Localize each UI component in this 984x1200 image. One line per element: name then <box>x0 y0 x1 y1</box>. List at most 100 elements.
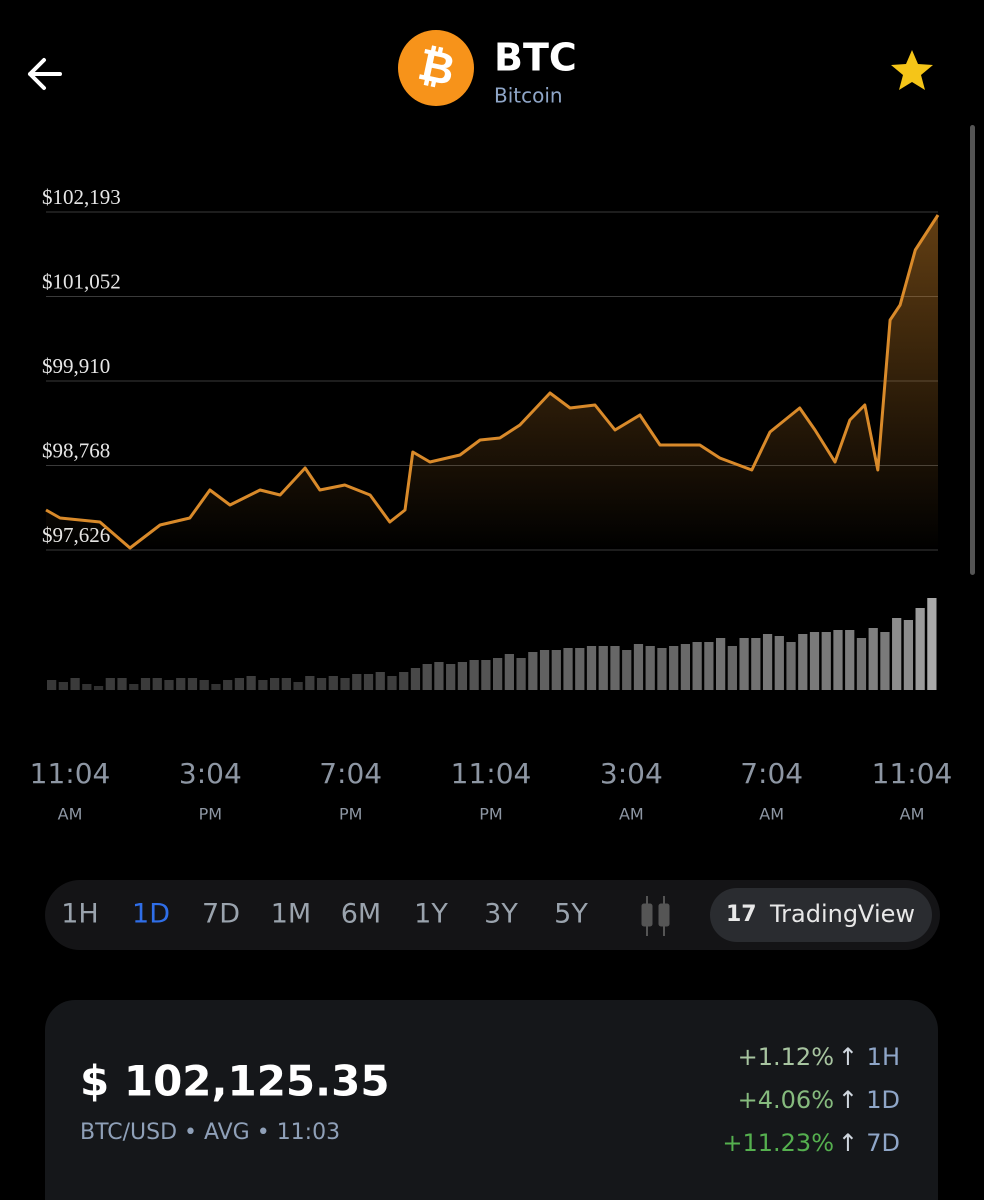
volume-bar <box>727 646 737 690</box>
chart: $97,626$98,768$99,910$101,052$102,19311:… <box>30 185 953 824</box>
volume-bar <box>316 678 327 690</box>
volume-bar <box>786 642 796 690</box>
volume-bar <box>551 650 561 690</box>
volume-bar <box>645 646 655 690</box>
volume-bar <box>258 680 268 690</box>
volume-bar <box>410 668 421 690</box>
candle-toggle[interactable] <box>641 896 670 936</box>
volume-bar <box>422 664 432 690</box>
range-bar <box>45 880 940 950</box>
volume-bar <box>798 634 808 690</box>
range-button[interactable]: 3Y <box>484 899 518 930</box>
volume-bar <box>82 684 92 690</box>
favorite-star[interactable] <box>891 50 933 90</box>
x-tick-period: PM <box>479 805 502 824</box>
volume-bar <box>363 674 374 690</box>
volume-bar <box>903 620 914 690</box>
volume-bar <box>774 636 784 690</box>
tradingview-button[interactable] <box>710 888 932 942</box>
volume-bar <box>598 646 608 690</box>
volume-bar <box>399 672 409 690</box>
range-button[interactable]: 1D <box>132 899 170 930</box>
price-value: $ 102,125.35 <box>80 1057 390 1106</box>
y-tick-label: $102,193 <box>42 185 121 209</box>
volume-bar <box>246 676 256 690</box>
volume-bar <box>692 642 702 690</box>
change-arrow: ↑ <box>838 1043 858 1071</box>
x-tick-period: AM <box>619 805 644 824</box>
volume-bar <box>328 676 338 690</box>
volume-bar <box>716 638 726 690</box>
x-tick-label: 7:04 <box>319 757 382 790</box>
x-tick-period: AM <box>900 805 925 824</box>
volume-bar <box>586 646 597 690</box>
y-tick-label: $101,052 <box>42 269 121 293</box>
range-button[interactable]: 1Y <box>414 899 448 930</box>
volume-bar <box>481 660 491 690</box>
volume-bar <box>340 678 350 690</box>
x-tick-period: PM <box>339 805 362 824</box>
volume-bar <box>293 682 303 690</box>
range-button[interactable]: 5Y <box>554 899 588 930</box>
volume-bar <box>704 642 714 690</box>
range-button[interactable]: 7D <box>202 899 240 930</box>
volume-bar <box>528 652 538 690</box>
volume-bar <box>821 632 831 690</box>
volume-bar <box>751 638 761 690</box>
volume-bar <box>234 678 245 690</box>
x-tick-label: 11:04 <box>872 757 953 790</box>
scrollbar <box>970 125 975 575</box>
volume-bar <box>446 664 456 690</box>
x-tick-label: 3:04 <box>600 757 663 790</box>
range-buttons: 1H 1D 7D 1M 6M 1Y 3Y 5Y <box>61 899 588 930</box>
volume-bar <box>516 658 526 690</box>
price-changes: 1H↑+1.12%1D↑+4.06%7D↑+11.23% <box>722 1043 900 1157</box>
change-period: 1D <box>866 1086 900 1114</box>
y-tick-label: $98,768 <box>42 438 110 462</box>
volume-bar <box>129 684 139 690</box>
tradingview-label: TradingView <box>769 900 915 928</box>
volume-bar <box>610 646 620 690</box>
range-button[interactable]: 1H <box>61 899 98 930</box>
volume-bar <box>176 678 186 690</box>
volume-bar <box>164 680 174 690</box>
volume-bar <box>493 658 503 690</box>
change-arrow: ↑ <box>838 1086 858 1114</box>
range-button[interactable]: 6M <box>341 899 381 930</box>
coin-symbol: BTC <box>494 36 577 80</box>
change-period: 7D <box>866 1129 900 1157</box>
volume-bar <box>856 638 867 690</box>
volume-bar <box>915 608 925 690</box>
volume-bar <box>657 648 667 690</box>
area-fill <box>46 215 938 550</box>
volume-bar <box>539 650 550 690</box>
volume-bar <box>281 678 291 690</box>
price-caption: BTC/USD • AVG • 11:03 <box>80 1120 340 1145</box>
volume-bar <box>457 662 468 690</box>
tradingview-logo: 17 <box>726 902 757 927</box>
volume-bar <box>833 630 843 690</box>
volume-bar <box>117 678 127 690</box>
back-button[interactable] <box>28 58 62 90</box>
x-tick-period: AM <box>759 805 784 824</box>
volume-bar <box>47 680 57 690</box>
x-tick-period: PM <box>199 805 222 824</box>
volume-bar <box>187 678 198 690</box>
x-tick-label: 7:04 <box>740 757 803 790</box>
price-line <box>45 214 940 550</box>
coin-icon <box>398 30 474 106</box>
range-button[interactable]: 1M <box>271 899 311 930</box>
volume-bar <box>375 672 385 690</box>
volume-bar <box>927 598 937 690</box>
change-period: 1H <box>867 1043 900 1071</box>
volume-bar <box>211 684 221 690</box>
volume-bar <box>669 646 679 690</box>
volume-bar <box>762 634 773 690</box>
volume-bar <box>270 678 280 690</box>
change-value: +11.23% <box>722 1129 834 1157</box>
volume-bar <box>504 654 514 690</box>
coin-name: Bitcoin <box>494 84 563 108</box>
change-value: +4.06% <box>738 1086 834 1114</box>
volume-bar <box>105 678 115 690</box>
price-card <box>45 1000 938 1200</box>
